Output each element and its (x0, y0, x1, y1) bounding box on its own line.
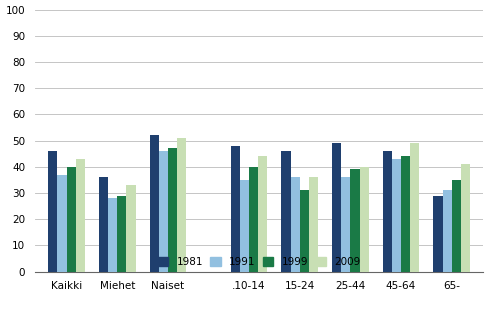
Bar (400, 156, 409, 271)
Bar (168, 148, 177, 271)
Bar (258, 156, 267, 271)
Bar (382, 151, 391, 271)
Legend: 1981, 1991, 1999, 2009: 1981, 1991, 1999, 2009 (156, 255, 362, 269)
Bar (341, 177, 349, 271)
Bar (66, 167, 76, 271)
Bar (159, 151, 168, 271)
Bar (108, 198, 117, 271)
Bar (409, 143, 419, 271)
Bar (76, 159, 85, 271)
Bar (442, 190, 451, 271)
Bar (57, 175, 66, 271)
Bar (308, 177, 317, 271)
Bar (460, 164, 469, 271)
Bar (331, 143, 341, 271)
Bar (281, 151, 290, 271)
Bar (149, 135, 159, 271)
Bar (48, 151, 57, 271)
Bar (177, 138, 186, 271)
Bar (451, 180, 460, 271)
Bar (99, 177, 108, 271)
Bar (117, 195, 126, 271)
Bar (239, 180, 248, 271)
Bar (248, 167, 258, 271)
Bar (299, 190, 308, 271)
Bar (290, 177, 299, 271)
Bar (432, 195, 442, 271)
Bar (230, 146, 239, 271)
Bar (391, 159, 400, 271)
Bar (126, 185, 135, 271)
Bar (359, 167, 368, 271)
Bar (349, 169, 359, 271)
